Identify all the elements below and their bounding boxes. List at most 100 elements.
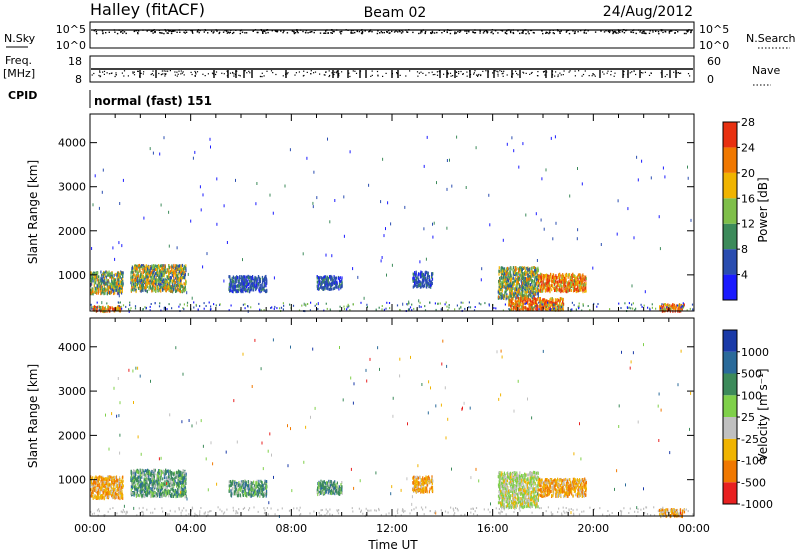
range-gate-cell	[113, 307, 115, 311]
range-gate-cell	[163, 264, 165, 268]
range-gate-cell	[176, 280, 178, 284]
range-gate-cell	[554, 308, 556, 312]
range-gate-cell	[670, 305, 672, 309]
range-gate-cell	[323, 286, 325, 290]
range-gate-cell	[529, 293, 532, 297]
range-gate-cell	[237, 280, 239, 284]
near-range-echo	[631, 303, 633, 306]
range-gate-cell	[579, 276, 581, 280]
range-gate-cell	[173, 265, 175, 269]
range-gate-cell	[136, 283, 138, 286]
near-range-echo	[556, 305, 558, 308]
range-gate-cell	[106, 288, 108, 292]
nsky-point	[397, 31, 399, 33]
range-gate-cell	[144, 266, 146, 270]
nave-point	[610, 74, 612, 76]
range-gate-cell	[543, 276, 545, 280]
range-gate-cell	[528, 305, 531, 309]
range-gate-cell	[159, 271, 161, 275]
scatter-echo	[163, 306, 165, 310]
range-gate-cell	[160, 285, 162, 289]
nave-point	[163, 73, 165, 75]
range-gate-cell	[512, 272, 515, 276]
range-gate-cell	[534, 282, 536, 286]
scatter-echo	[436, 181, 437, 185]
range-gate-cell	[667, 308, 669, 312]
scatter-echo	[446, 187, 448, 191]
range-gate-cell	[510, 283, 512, 287]
range-gate-cell	[338, 278, 341, 282]
range-gate-cell	[159, 283, 161, 287]
range-gate-cell	[260, 286, 262, 290]
nave-point	[233, 73, 235, 75]
nsky-point	[630, 31, 632, 33]
range-gate-cell	[525, 290, 527, 294]
near-range-echo	[348, 305, 350, 308]
range-gate-cell	[95, 281, 97, 285]
scatter-echo	[511, 136, 513, 140]
range-gate-cell	[121, 277, 124, 281]
nsky-point	[600, 30, 602, 32]
nave-point	[376, 70, 379, 73]
scatter-echo	[255, 202, 257, 206]
range-gate-cell	[520, 287, 522, 291]
range-gate-cell	[515, 272, 517, 275]
range-gate-cell	[549, 287, 551, 290]
range-gate-cell	[498, 266, 500, 270]
range-gate-cell	[531, 285, 533, 289]
range-gate-cell	[530, 283, 532, 286]
range-gate-cell	[145, 281, 147, 284]
range-gate-cell	[122, 274, 124, 278]
nave-point	[531, 71, 533, 74]
nsky-point	[605, 30, 607, 32]
near-range-echo	[533, 306, 535, 309]
range-gate-cell	[154, 285, 156, 289]
range-gate-cell	[152, 287, 154, 291]
scatter-echo	[633, 236, 635, 240]
nave-point	[272, 72, 274, 74]
nsky-point	[474, 32, 477, 34]
scatter-echo	[117, 292, 119, 296]
range-gate-cell	[121, 482, 123, 486]
range-gate-cell	[180, 289, 182, 293]
range-gate-cell	[114, 272, 116, 276]
range-gate-cell	[528, 288, 530, 292]
range-gate-cell	[181, 277, 183, 280]
range-gate-cell	[561, 289, 563, 293]
range-gate-cell	[414, 279, 416, 283]
nsky-point	[406, 31, 409, 33]
nave-point	[664, 75, 666, 78]
range-gate-cell	[162, 267, 164, 271]
range-gate-cell	[139, 284, 141, 288]
range-gate-cell	[427, 272, 429, 276]
range-gate-cell	[560, 280, 562, 284]
range-gate-cell	[536, 278, 538, 282]
range-gate-cell	[230, 281, 232, 285]
near-range-echo	[120, 305, 122, 308]
range-gate-cell	[517, 294, 519, 298]
near-range-echo	[556, 308, 558, 311]
nave-point	[680, 72, 682, 74]
near-range-echo	[630, 307, 632, 310]
range-gate-cell	[160, 282, 162, 286]
nsky-point	[418, 32, 420, 35]
range-gate-cell	[113, 281, 115, 285]
range-gate-cell	[526, 307, 528, 311]
range-gate-cell	[233, 283, 235, 286]
range-gate-cell	[547, 274, 549, 278]
nave-point	[594, 75, 596, 77]
nsky-point	[161, 32, 163, 34]
range-gate-cell	[337, 285, 339, 289]
near-range-echo	[541, 303, 543, 306]
range-gate-cell	[328, 287, 330, 291]
range-gate-cell	[340, 286, 342, 290]
range-gate-cell	[101, 291, 103, 295]
range-gate-cell	[142, 275, 144, 279]
nave-point	[325, 71, 327, 73]
range-gate-cell	[171, 264, 173, 268]
nsky-point	[486, 31, 489, 33]
range-gate-cell	[516, 300, 518, 304]
range-gate-cell	[535, 268, 537, 272]
range-gate-cell	[544, 274, 547, 277]
range-gate-cell	[536, 282, 538, 286]
